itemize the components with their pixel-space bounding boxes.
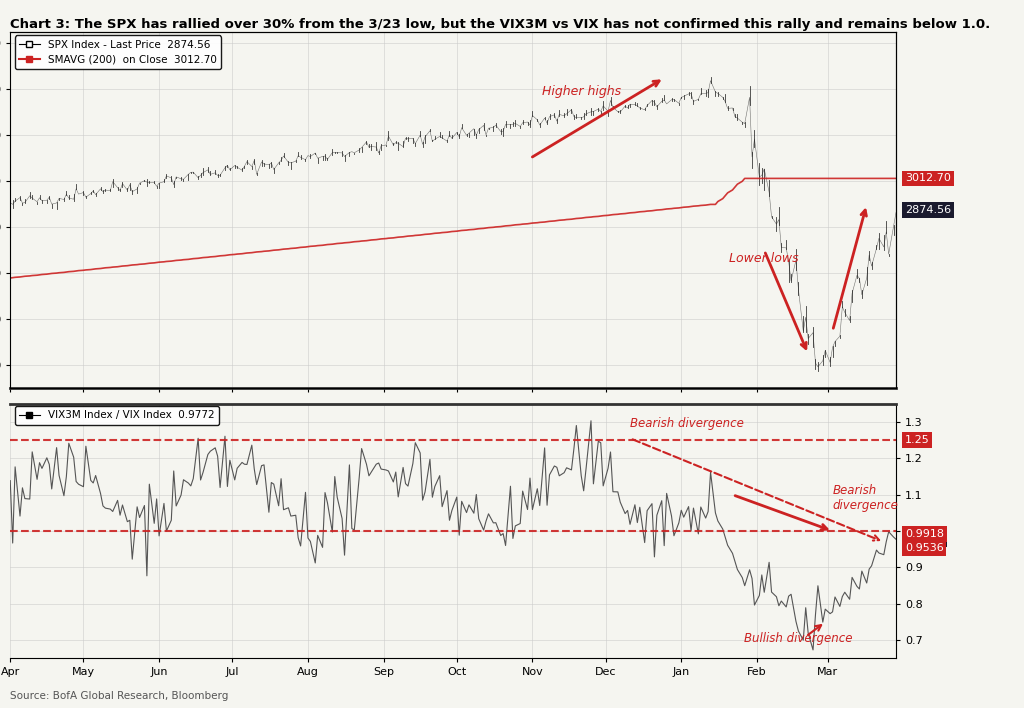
Text: 3012.70: 3012.70 (905, 173, 950, 183)
Text: 2874.56: 2874.56 (905, 205, 951, 215)
Text: 0.9918: 0.9918 (905, 529, 944, 539)
Text: Bearish divergence: Bearish divergence (630, 418, 743, 430)
Text: Bullish divergence: Bullish divergence (744, 632, 853, 645)
Text: 0.9772: 0.9772 (905, 535, 944, 544)
Text: Chart 3: The SPX has rallied over 30% from the 3/23 low, but the VIX3M vs VIX ha: Chart 3: The SPX has rallied over 30% fr… (10, 18, 990, 30)
Text: Lower lows: Lower lows (729, 252, 799, 265)
Text: Bearish
divergence: Bearish divergence (833, 484, 898, 513)
Legend: SPX Index - Last Price  2874.56, SMAVG (200)  on Close  3012.70: SPX Index - Last Price 2874.56, SMAVG (2… (14, 35, 221, 69)
Text: 1.25: 1.25 (905, 435, 930, 445)
Text: Source: BofA Global Research, Bloomberg: Source: BofA Global Research, Bloomberg (10, 691, 228, 701)
Text: Higher highs: Higher highs (542, 85, 621, 98)
Text: 0.9536: 0.9536 (905, 543, 943, 553)
Legend: VIX3M Index / VIX Index  0.9772: VIX3M Index / VIX Index 0.9772 (14, 406, 219, 425)
